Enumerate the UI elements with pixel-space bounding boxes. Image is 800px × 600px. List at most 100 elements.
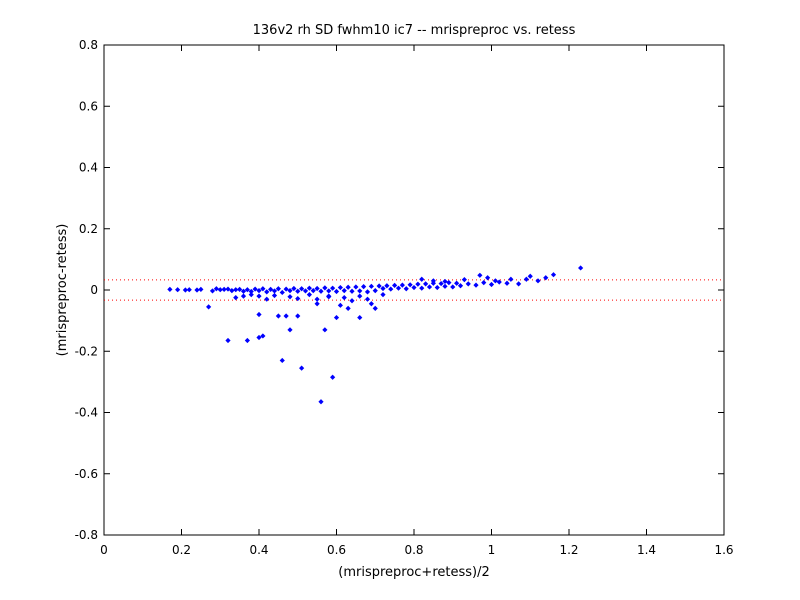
data-point [310,288,316,294]
data-point [248,288,254,295]
data-point [516,281,522,287]
data-point [442,283,448,289]
data-point [399,282,405,288]
data-point [233,295,239,301]
data-point [299,286,305,292]
data-point [411,284,417,291]
data-point [260,286,266,292]
data-point [357,293,363,299]
y-tick-label: 0.4 [79,161,98,175]
data-point [209,288,216,294]
data-point [314,285,320,292]
data-point [240,293,247,299]
data-point [341,288,347,294]
data-point [318,399,324,405]
x-tick-label: 1.6 [714,543,733,557]
data-point [345,305,351,311]
y-tick-label: 0.6 [79,99,98,113]
data-point [287,288,293,294]
y-tick-label: 0.2 [79,222,98,236]
data-point [372,288,378,294]
data-point [260,333,266,339]
x-tick-label: 0.8 [404,543,423,557]
data-point [388,286,394,292]
data-point [256,288,262,294]
data-point [368,301,374,307]
data-point [302,288,309,294]
data-point [326,293,332,299]
data-point [337,284,343,291]
data-point [419,285,425,291]
data-point [322,285,328,291]
data-point [403,286,409,292]
x-tick-label: 1.2 [559,543,578,557]
data-point [485,275,491,281]
x-tick-label: 0 [100,543,108,557]
data-point [361,284,367,290]
data-point [264,289,270,295]
y-tick-label: 0.8 [79,38,98,52]
x-tick-label: 1 [488,543,496,557]
data-point [330,374,336,380]
x-axis-label: (mrispreproc+retess)/2 [338,565,490,580]
data-point [368,283,374,289]
data-point [225,286,231,292]
y-tick-label: -0.6 [75,467,98,481]
data-point [233,287,239,293]
data-point [454,280,460,286]
data-point [380,285,386,292]
x-axis: 0 0.2 0.4 0.6 0.8 1 1.2 1.4 1.6 [100,45,734,557]
data-point [275,286,281,292]
data-point [198,286,204,292]
data-point [322,327,328,333]
data-point [271,292,278,299]
data-point [306,285,312,291]
data-point [341,295,347,301]
data-point [353,284,359,290]
data-point [508,276,514,282]
data-point [349,288,355,294]
data-point [167,286,173,292]
data-point [264,296,270,302]
data-point [446,280,452,286]
data-point [337,302,343,308]
data-point [306,291,312,298]
data-point [256,334,262,341]
y-tick-label: -0.2 [75,344,98,358]
data-point [279,289,285,296]
data-point [256,311,262,318]
data-point [384,283,390,289]
data-point [527,273,533,279]
x-tick-label: 0.2 [172,543,191,557]
data-point [496,279,502,285]
data-point [430,278,436,284]
data-point [578,265,584,271]
data-point [357,314,363,321]
data-point [318,288,324,294]
data-point [450,284,456,290]
data-point [252,286,258,292]
y-tick-label: -0.4 [75,406,98,420]
data-point [407,282,413,288]
data-point [275,313,281,319]
data-point [473,282,479,288]
data-point [248,291,254,298]
data-point [477,272,483,278]
data-point [523,276,529,282]
data-point [349,298,355,304]
data-point [299,365,305,371]
data-point [186,287,192,293]
data-point [326,288,332,294]
y-tick-label: -0.8 [75,528,98,542]
data-point [364,296,371,302]
data-point [423,281,429,287]
data-point [357,288,363,294]
data-point [380,291,386,298]
chart-title: 136v2 rh SD fwhm10 ic7 -- mrispreproc vs… [253,23,576,38]
data-point [229,288,235,294]
reference-lines [104,279,724,301]
data-point [333,288,340,295]
data-point [434,284,440,291]
data-point [182,287,188,293]
data-point [376,283,382,289]
